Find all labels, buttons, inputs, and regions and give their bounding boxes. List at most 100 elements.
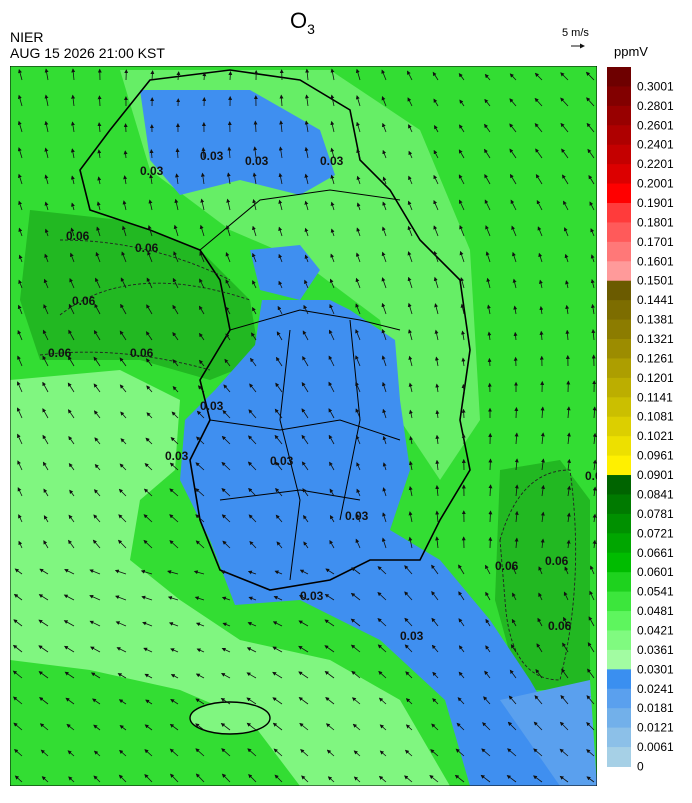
unit: ppmV [614, 44, 648, 59]
colorbar-label: 0.0121 [637, 721, 674, 735]
colorbar-swatch [607, 475, 631, 495]
contour-label: 0.06 [48, 346, 72, 360]
colorbar-label: 0.1701 [637, 235, 674, 249]
colorbar-label: 0.0541 [637, 585, 674, 599]
title: O3 [290, 8, 315, 37]
contour-label: 0.06 [66, 229, 90, 243]
colorbar-label: 0.1321 [637, 332, 674, 346]
colorbar-swatch [607, 242, 631, 262]
contour-label: 0.03 [140, 164, 164, 178]
colorbar-swatch [607, 456, 631, 476]
contour-label: 0.06 [545, 554, 569, 568]
colorbar-swatch [607, 689, 631, 709]
colorbar-label: 0.0661 [637, 546, 674, 560]
colorbar-label: 0.1801 [637, 215, 674, 229]
title-subscript: 3 [307, 21, 315, 37]
colorbar-label: 0.1501 [637, 274, 674, 288]
contour-label: 0.03 [200, 149, 224, 163]
colorbar-label: 0.1081 [637, 410, 674, 424]
colorbar-label: 0.1021 [637, 429, 674, 443]
colorbar-swatch [607, 514, 631, 534]
colorbar-swatch [607, 300, 631, 320]
colorbar-swatch [607, 222, 631, 242]
colorbar-swatch [607, 728, 631, 748]
wind-arrow [230, 72, 231, 80]
colorbar-swatch [607, 436, 631, 456]
colorbar-label: 0.0361 [637, 643, 674, 657]
colorbar-label: 0.2601 [637, 118, 674, 132]
title-text: O [290, 8, 307, 33]
colorbar-swatch [607, 553, 631, 573]
colorbar-swatch [607, 397, 631, 417]
colorbar-label: 0.1601 [637, 254, 674, 268]
island [190, 702, 270, 734]
contour-label: 0.03 [245, 154, 269, 168]
vector-scale-label: 5 m/s [562, 27, 589, 39]
contour-label: 0.06 [548, 619, 572, 633]
colorbar-label: 0.0421 [637, 623, 674, 637]
colorbar-label: 0.2801 [637, 99, 674, 113]
colorbar-swatch [607, 125, 631, 145]
contour-label: 0.03 [300, 589, 324, 603]
map: 0.06 0.06 0.06 0.06 0.06 0.03 0.03 0.03 0.03 0.03… [10, 66, 609, 786]
contour-label: 0.03 [165, 449, 189, 463]
colorbar-swatch [607, 572, 631, 592]
colorbar-label: 0.0601 [637, 565, 674, 579]
colorbar-swatch [607, 86, 631, 106]
colorbar: 0.3001 0.2801 0.2601 0.2401 0.2201 0.2001 0.19… [607, 67, 674, 773]
contour-label: 0.03 [200, 399, 224, 413]
colorbar-label: 0.1141 [637, 390, 673, 404]
colorbar-label: 0.0841 [637, 487, 674, 501]
contour-label: 0.03 [345, 509, 369, 523]
colorbar-swatch [607, 533, 631, 553]
colorbar-label: 0.2401 [637, 138, 674, 152]
colorbar-swatch [607, 611, 631, 631]
contour-label: 0.06 [72, 294, 96, 308]
contour-label: 0.06 [495, 559, 519, 573]
colorbar-label: 0.0481 [637, 604, 674, 618]
colorbar-label: 0.1901 [637, 196, 674, 210]
colorbar-swatch [607, 494, 631, 514]
timestamp: AUG 15 2026 21:00 KST [10, 45, 165, 61]
colorbar-swatch [607, 592, 631, 612]
colorbar-swatch [607, 358, 631, 378]
colorbar-label: 0.0061 [637, 740, 674, 754]
colorbar-swatch [607, 669, 631, 689]
contour-label: 0.03 [400, 629, 424, 643]
colorbar-swatch [607, 417, 631, 437]
colorbar-swatch [607, 339, 631, 359]
colorbar-label: 0.0241 [637, 682, 674, 696]
contour-label: 0.03 [320, 154, 344, 168]
colorbar-label: 0.3001 [637, 79, 674, 93]
colorbar-swatch [607, 281, 631, 301]
colorbar-swatch [607, 203, 631, 223]
colorbar-label: 0.0781 [637, 507, 674, 521]
colorbar-swatch [607, 106, 631, 126]
colorbar-swatch [607, 378, 631, 398]
colorbar-label: 0.0901 [637, 468, 674, 482]
wind-arrow [463, 410, 464, 418]
colorbar-label: 0.2001 [637, 177, 674, 191]
colorbar-swatch [607, 67, 631, 87]
colorbar-swatch [607, 708, 631, 728]
colorbar-swatch [607, 184, 631, 204]
colorbar-label: 0.1381 [637, 313, 674, 327]
colorbar-label: 0.1261 [637, 351, 674, 365]
colorbar-label: 0.0721 [637, 526, 674, 540]
colorbar-swatch [607, 145, 631, 165]
contour-label: 0.06 [130, 346, 154, 360]
agency: NIER [10, 29, 43, 45]
colorbar-label: 0.0961 [637, 449, 674, 463]
contour-label: 0.03 [270, 454, 294, 468]
colorbar-label: 0.1441 [637, 293, 674, 307]
colorbar-label: 0.2201 [637, 157, 674, 171]
colorbar-swatch [607, 320, 631, 340]
colorbar-label: 0.0181 [637, 701, 674, 715]
colorbar-label: 0.0301 [637, 662, 674, 676]
colorbar-swatch [607, 747, 631, 767]
colorbar-label: 0.1201 [637, 371, 674, 385]
wind-arrow [490, 511, 491, 522]
colorbar-swatch [607, 650, 631, 670]
colorbar-swatch [607, 630, 631, 650]
